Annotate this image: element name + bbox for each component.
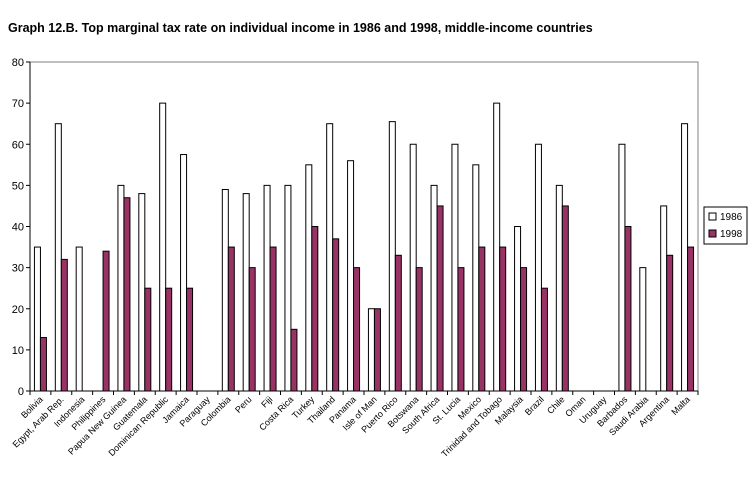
bar-1986 [75,246,83,392]
bar-1986 [534,143,542,392]
y-tick-label: 80 [12,57,24,69]
x-category-label: Brazil [523,394,546,417]
bar-1998 [457,267,465,392]
bar-1986 [347,160,355,392]
y-tick-label: 10 [12,345,24,357]
bar-1986 [660,205,668,392]
bar-1998 [499,246,507,392]
bar-1998 [269,246,277,392]
y-tick-label: 0 [18,386,24,398]
bar-1986 [54,123,62,392]
y-axis: 0 10 20 30 40 50 60 70 80 [12,57,31,398]
bar-1986 [430,184,438,392]
bar-1998 [624,226,632,392]
x-category-label: Peru [233,394,254,415]
bar-1986 [409,143,417,392]
legend-swatch-1986 [708,212,717,221]
bar-1998 [332,238,340,392]
bar-1998 [666,254,674,392]
bar-1986 [555,184,563,392]
bar-1998 [436,205,444,392]
bar-1986 [681,123,689,392]
y-tick-label: 70 [12,98,24,110]
bar-1998 [540,287,548,392]
bar-1998 [60,258,68,392]
bar-1998 [311,226,319,392]
x-category-label: Fiji [259,394,274,409]
bar-1986 [305,164,313,392]
y-tick-label: 40 [12,222,24,234]
bar-1986 [138,193,146,392]
bar-1998 [248,267,256,392]
bar-1998 [123,197,131,392]
bar-1986 [367,308,375,392]
bar-1986 [451,143,459,392]
bar-1998 [39,337,47,392]
bar-1986 [514,226,522,392]
x-category-label: Malta [669,394,692,417]
legend: 1986 1998 [703,206,748,245]
bar-1998 [290,328,298,392]
bar-1986 [388,121,396,392]
bar-1986 [180,154,188,392]
bar-1986 [618,143,626,392]
bar-1986 [33,246,41,392]
bar-1986 [284,184,292,392]
bar-1998 [144,287,152,392]
bar-1998 [478,246,486,392]
y-tick-label: 30 [12,263,24,275]
bar-1998 [102,250,110,392]
bar-1986 [639,267,647,392]
bar-1986 [493,102,501,392]
bar-1986 [221,188,229,392]
bar-1986 [263,184,271,392]
bar-1998 [165,287,173,392]
bar-1998 [353,267,361,392]
y-tick-label: 50 [12,180,24,192]
y-tick-label: 20 [12,304,24,316]
bar-1998 [415,267,423,392]
bar-1986 [159,102,167,392]
y-tick-label: 60 [12,139,24,151]
bar-series [33,102,695,392]
bar-1986 [242,193,250,392]
bar-1998 [373,308,381,392]
bar-1986 [472,164,480,392]
bar-1986 [117,184,125,392]
bar-1998 [687,246,695,392]
legend-label-1998: 1998 [720,229,743,240]
legend-label-1986: 1986 [720,212,743,223]
bar-1986 [326,123,334,392]
chart-title: Graph 12.B. Top marginal tax rate on ind… [8,21,593,35]
bar-1998 [520,267,528,392]
legend-swatch-1998 [708,229,717,238]
bar-1998 [561,205,569,392]
bar-1998 [394,254,402,392]
bar-1998 [186,287,194,392]
bar-1998 [227,246,235,392]
